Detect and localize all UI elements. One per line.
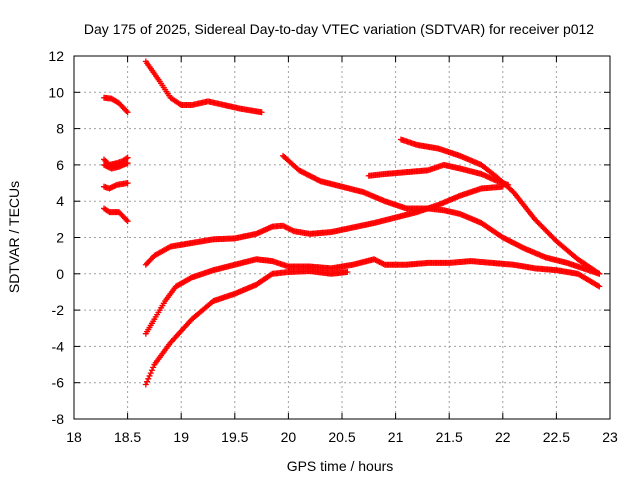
data-point <box>124 218 131 225</box>
x-axis-label: GPS time / hours <box>287 458 394 474</box>
data-point <box>145 375 152 382</box>
data-point <box>150 364 157 371</box>
data-series <box>101 58 603 388</box>
axis-ticks: 18 18.5 19 19.5 20 20.5 21 21.5 22 22.5 23-8-6-4-2… <box>48 48 618 445</box>
series-track-7 <box>142 183 506 268</box>
chart-title: Day 175 of 2025, Sidereal Day-to-day VTE… <box>84 21 594 37</box>
series-track-10 <box>280 152 603 277</box>
data-point <box>596 283 603 290</box>
series-track-12 <box>397 136 603 277</box>
series-track-11 <box>365 161 512 188</box>
y-tick-label: 2 <box>56 230 64 246</box>
data-point <box>595 269 602 276</box>
data-point <box>344 268 351 275</box>
series-track-1 <box>101 94 131 116</box>
data-point <box>124 154 131 161</box>
x-tick-label: 18.5 <box>114 429 141 445</box>
y-tick-label: 12 <box>48 48 64 64</box>
x-tick-label: 21 <box>388 429 404 445</box>
data-point <box>147 370 154 377</box>
y-tick-label: 10 <box>48 84 64 100</box>
y-tick-label: -4 <box>52 338 65 354</box>
data-point <box>123 107 130 114</box>
data-point <box>595 282 602 289</box>
x-tick-label: 20 <box>281 429 297 445</box>
y-tick-label: -2 <box>52 302 65 318</box>
series-track-9 <box>142 268 351 388</box>
data-point <box>148 367 155 374</box>
data-point <box>124 180 131 187</box>
y-tick-label: 6 <box>56 157 64 173</box>
series-track-8 <box>142 256 603 337</box>
y-tick-label: 8 <box>56 121 64 137</box>
series-track-6 <box>142 58 265 116</box>
x-tick-label: 19 <box>173 429 189 445</box>
data-point <box>144 378 151 385</box>
y-axis-label: SDTVAR / TECUs <box>6 181 22 293</box>
y-tick-label: -6 <box>52 375 65 391</box>
x-tick-label: 19.5 <box>221 429 248 445</box>
data-point <box>289 227 296 234</box>
data-point <box>124 109 131 116</box>
y-tick-label: 4 <box>56 193 64 209</box>
data-point <box>123 155 130 162</box>
data-point <box>258 109 265 116</box>
y-tick-label: -8 <box>52 411 65 427</box>
x-tick-label: 22.5 <box>543 429 570 445</box>
x-tick-label: 18 <box>66 429 82 445</box>
y-tick-label: 0 <box>56 266 64 282</box>
data-point <box>123 216 130 223</box>
x-tick-label: 23 <box>602 429 618 445</box>
series-track-3 <box>101 160 131 172</box>
data-point <box>596 270 603 277</box>
data-point <box>124 160 131 167</box>
series-track-5 <box>101 205 131 225</box>
x-tick-label: 22 <box>495 429 511 445</box>
data-point <box>176 101 183 108</box>
data-point <box>146 372 153 379</box>
series-track-4 <box>101 180 131 192</box>
x-tick-label: 20.5 <box>328 429 355 445</box>
x-tick-label: 21.5 <box>436 429 463 445</box>
data-point <box>142 381 149 388</box>
